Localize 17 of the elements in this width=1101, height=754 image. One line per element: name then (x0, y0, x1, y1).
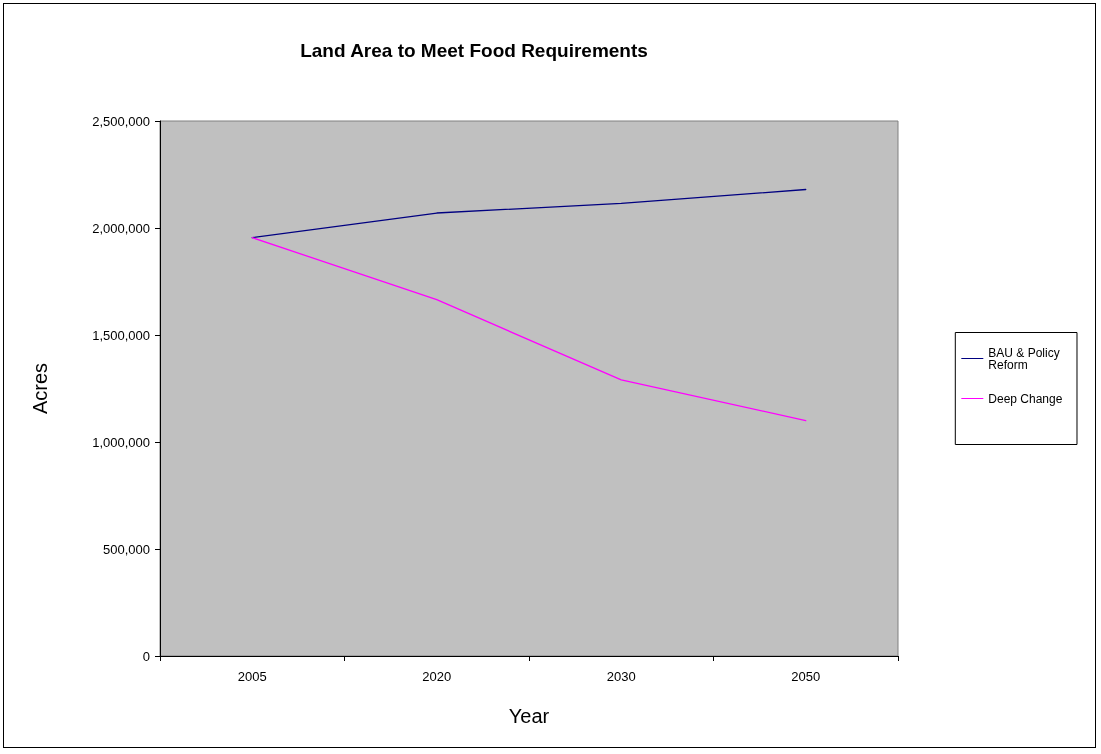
line-series (251, 236, 807, 422)
chart-title: Land Area to Meet Food Requirements (300, 40, 648, 61)
x-tick-label: 2050 (791, 669, 821, 684)
x-tick-label: 2030 (606, 669, 636, 684)
y-tick-label: 2,000,000 (92, 220, 150, 236)
legend-label: BAU & Policy Reform (988, 345, 1064, 372)
y-tick-label: 500,000 (103, 541, 150, 557)
line-series (251, 188, 807, 239)
x-tick-label: 2020 (422, 669, 452, 684)
x-axis-title: Year (508, 705, 550, 727)
y-tick-label: 2,500,000 (92, 113, 150, 129)
y-tick-label: 1,500,000 (92, 327, 150, 343)
x-tick-label: 2005 (237, 669, 267, 684)
y-axis-title: Acres (29, 362, 51, 415)
legend-label: Deep Change (988, 391, 1063, 406)
y-tick-label: 0 (142, 648, 150, 664)
y-tick-label: 1,000,000 (92, 434, 150, 450)
